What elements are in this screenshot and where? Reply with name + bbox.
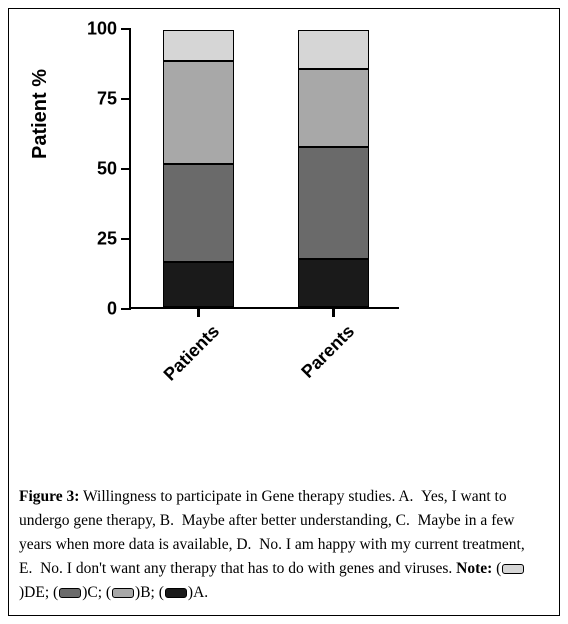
y-tick <box>121 308 131 311</box>
caption-option-d: D. No. I am happy with my current treatm… <box>236 536 524 553</box>
y-tick <box>121 168 131 171</box>
bar-segment-A <box>163 262 233 307</box>
bar-segment-DE <box>163 30 233 61</box>
legend-swatch <box>502 564 524 574</box>
x-tick-label: Patients <box>159 321 223 385</box>
bar-segment-A <box>298 259 368 307</box>
y-tick <box>121 28 131 31</box>
caption-option-b: B. Maybe after better understanding, <box>160 512 396 529</box>
bar-segment-B <box>298 147 368 259</box>
bar-segment-C <box>298 69 368 147</box>
x-tick <box>197 307 200 317</box>
figure-number: Figure 3: <box>19 488 79 505</box>
y-tick-label: 75 <box>97 89 117 110</box>
y-tick-label: 25 <box>97 229 117 250</box>
figure-caption: Figure 3: Willingness to participate in … <box>19 485 549 605</box>
y-tick-label: 50 <box>97 159 117 180</box>
x-tick-label: Parents <box>294 321 358 385</box>
y-tick <box>121 98 131 101</box>
y-tick-label: 100 <box>87 19 117 40</box>
legend-swatch <box>112 588 134 598</box>
chart-area: Patient % 0255075100PatientsParents <box>19 19 551 449</box>
legend-swatch <box>59 588 81 598</box>
caption-title: Willingness to participate in Gene thera… <box>79 488 398 505</box>
caption-option-e: E. No. I don't want any therapy that has… <box>19 560 456 577</box>
bar-segment-C <box>163 61 233 165</box>
x-tick <box>332 307 335 317</box>
y-tick-label: 0 <box>107 299 117 320</box>
legend-swatch <box>165 588 187 598</box>
bar-segment-B <box>163 164 233 262</box>
y-axis-label: Patient % <box>29 69 52 159</box>
y-tick <box>121 238 131 241</box>
figure-frame: Patient % 0255075100PatientsParents Figu… <box>8 8 560 616</box>
note-label: Note: <box>456 560 492 577</box>
plot-region: 0255075100PatientsParents <box>129 29 399 309</box>
bar-segment-DE <box>298 30 368 69</box>
